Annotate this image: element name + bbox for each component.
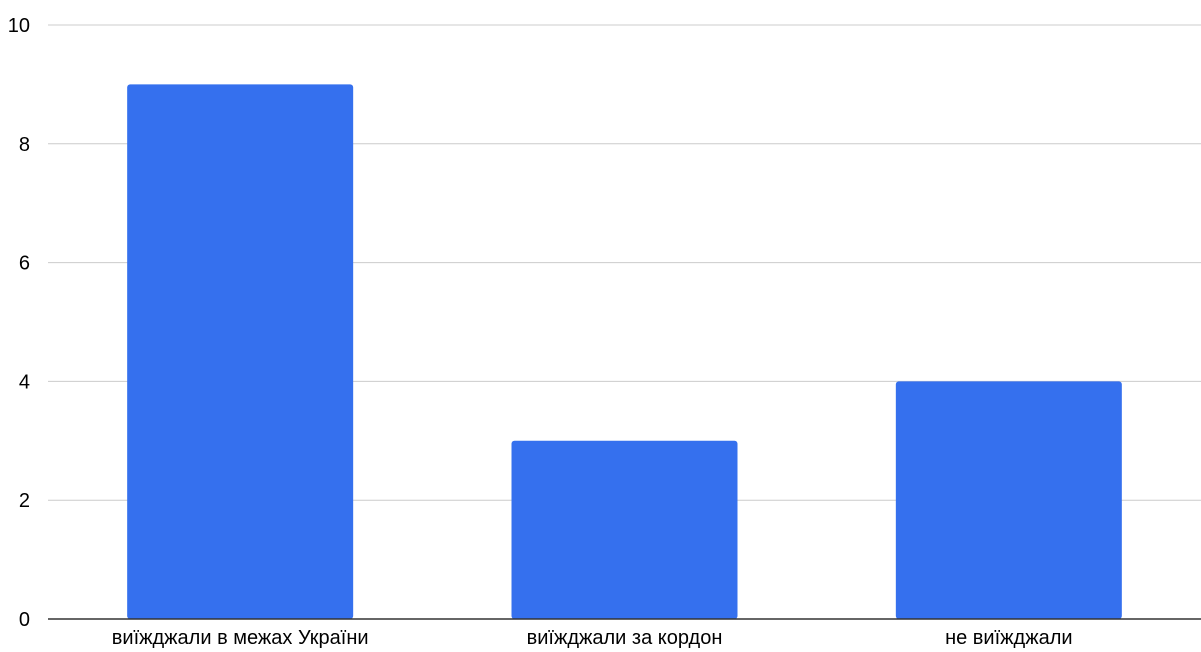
y-tick-label: 6 (19, 253, 30, 275)
category-labels: виїжджали в межах України виїжджали за ко… (112, 627, 1073, 649)
bar (895, 381, 1122, 619)
bar (511, 440, 738, 619)
y-tick-label: 2 (19, 490, 30, 512)
y-tick-labels: 0 2 4 6 8 10 (8, 15, 30, 631)
bar (127, 84, 354, 619)
y-tick-label: 8 (19, 134, 30, 156)
bars (127, 84, 1122, 619)
x-category-label: виїжджали за кордон (527, 627, 723, 649)
y-tick-label: 4 (19, 371, 30, 393)
y-tick-label: 0 (19, 609, 30, 631)
x-category-label: не виїжджали (945, 627, 1072, 649)
x-category-label: виїжджали в межах України (112, 627, 369, 649)
y-tick-label: 10 (8, 15, 30, 37)
